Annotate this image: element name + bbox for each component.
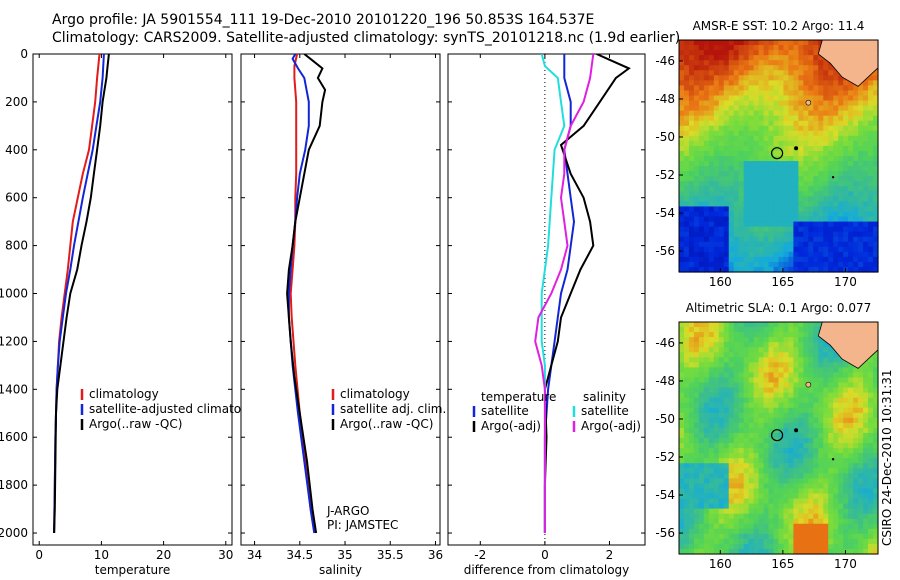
map-x-tick-label: 170 xyxy=(834,275,857,289)
x-tick-label: -2 xyxy=(474,548,486,562)
depth-tick-label: 2000 xyxy=(0,526,28,540)
series-line-3 xyxy=(53,54,110,534)
map-x-tick-label: 160 xyxy=(709,275,732,289)
map-field xyxy=(679,322,879,555)
map-field xyxy=(679,40,879,273)
x-tick-label: 20 xyxy=(156,548,171,562)
depth-tick-label: 1600 xyxy=(0,430,28,444)
map-x-tick-label: 160 xyxy=(709,557,732,571)
plot-frame xyxy=(447,53,646,546)
legend-label: satellite xyxy=(481,404,529,418)
legend-heading: salinity xyxy=(583,390,626,404)
depth-tick-label: 1200 xyxy=(0,334,28,348)
x-tick-label: 30 xyxy=(218,548,233,562)
series-line-4 xyxy=(534,54,595,533)
x-tick-label: 34 xyxy=(247,548,262,562)
legend-label: climatology xyxy=(340,387,410,401)
map-y-tick-label: -54 xyxy=(655,206,675,220)
x-tick-label: 0 xyxy=(35,548,43,562)
map-y-tick-label: -54 xyxy=(655,488,675,502)
legend-label: satellite xyxy=(581,404,629,418)
header-line-1: Argo profile: JA 5901554_111 19-Dec-2010… xyxy=(52,12,595,28)
map-y-tick-label: -56 xyxy=(655,526,675,540)
depth-tick-label: 1800 xyxy=(0,478,28,492)
map-x-tick-label: 165 xyxy=(771,275,794,289)
float-marker xyxy=(831,458,835,461)
depth-tick-label: 200 xyxy=(5,95,28,109)
depth-tick-label: 600 xyxy=(5,191,28,205)
depth-tick-label: 1000 xyxy=(0,287,28,301)
map-x-tick-label: 165 xyxy=(771,557,794,571)
map-title: Altimetric SLA: 0.1 Argo: 0.077 xyxy=(686,301,871,315)
map-y-tick-label: -50 xyxy=(655,130,675,144)
series-line-2 xyxy=(543,54,631,533)
x-axis-label: difference from climatology xyxy=(464,563,630,577)
legend-label: Argo(-adj) xyxy=(481,419,541,433)
map-y-tick-label: -48 xyxy=(655,374,675,388)
profile-panel-1: 0 200 400 600 800 1000 1200 1400 1600 1800 2000 0 10… xyxy=(0,47,267,577)
map-y-tick-label: -56 xyxy=(655,244,675,258)
depth-tick-label: 1400 xyxy=(0,382,28,396)
map-y-tick-label: -52 xyxy=(655,450,675,464)
legend-label: satellite-adjusted climatology xyxy=(89,402,267,416)
map-title: AMSR-E SST: 10.2 Argo: 11.4 xyxy=(693,19,865,33)
map-frame xyxy=(678,321,879,555)
island xyxy=(805,99,812,106)
float-marker xyxy=(831,176,835,179)
legend-label: Argo(..raw -QC) xyxy=(340,417,433,431)
series-line-3 xyxy=(540,54,566,533)
x-tick-label: 34.5 xyxy=(286,548,313,562)
x-tick-label: 35 xyxy=(337,548,352,562)
map-frame xyxy=(678,39,879,273)
x-axis-label: temperature xyxy=(95,563,170,577)
float-marker xyxy=(794,428,799,433)
island xyxy=(805,381,812,388)
plot-frame xyxy=(32,53,233,546)
legend-label: satellite adj. clim. xyxy=(340,402,446,416)
pi-annotation: J-ARGO xyxy=(326,504,369,518)
header-line-2: Climatology: CARS2009. Satellite-adjuste… xyxy=(52,30,681,46)
map-x-tick-label: 170 xyxy=(834,557,857,571)
x-tick-label: 35.5 xyxy=(377,548,404,562)
map-y-tick-label: -46 xyxy=(655,54,675,68)
series-line-1 xyxy=(543,54,576,533)
depth-tick-label: 800 xyxy=(5,239,28,253)
legend-label: climatology xyxy=(89,387,159,401)
map-y-tick-label: -48 xyxy=(655,92,675,106)
x-tick-label: 36 xyxy=(428,548,443,562)
x-tick-label: 0 xyxy=(541,548,549,562)
pi-annotation: PI: JAMSTEC xyxy=(327,518,398,532)
depth-tick-label: 400 xyxy=(5,143,28,157)
argo-location-marker xyxy=(770,147,784,160)
plot-frame xyxy=(240,53,441,546)
profile-panel-2: 34 34.5 35 35.5 36 salinity climatologysatelli… xyxy=(240,53,446,577)
argo-location-marker xyxy=(770,429,784,442)
map-y-tick-label: -46 xyxy=(655,336,675,350)
legend-label: Argo(-adj) xyxy=(581,419,641,433)
x-tick-label: 10 xyxy=(94,548,109,562)
map-panel-2: Altimetric SLA: 0.1 Argo: 0.077 160 165 170… xyxy=(655,301,879,571)
x-tick-label: 2 xyxy=(606,548,614,562)
series-line-3 xyxy=(286,54,327,534)
float-marker xyxy=(794,146,799,151)
map-panel-1: AMSR-E SST: 10.2 Argo: 11.4 160 165 170 -46 -… xyxy=(655,19,879,289)
csiro-watermark: CSIRO 24-Dec-2010 10:31:31 xyxy=(880,369,894,546)
x-axis-label: salinity xyxy=(319,563,362,577)
depth-tick-label: 0 xyxy=(20,47,28,61)
legend-label: Argo(..raw -QC) xyxy=(89,417,182,431)
map-y-tick-label: -50 xyxy=(655,412,675,426)
legend-heading: temperature xyxy=(481,390,556,404)
map-y-tick-label: -52 xyxy=(655,168,675,182)
